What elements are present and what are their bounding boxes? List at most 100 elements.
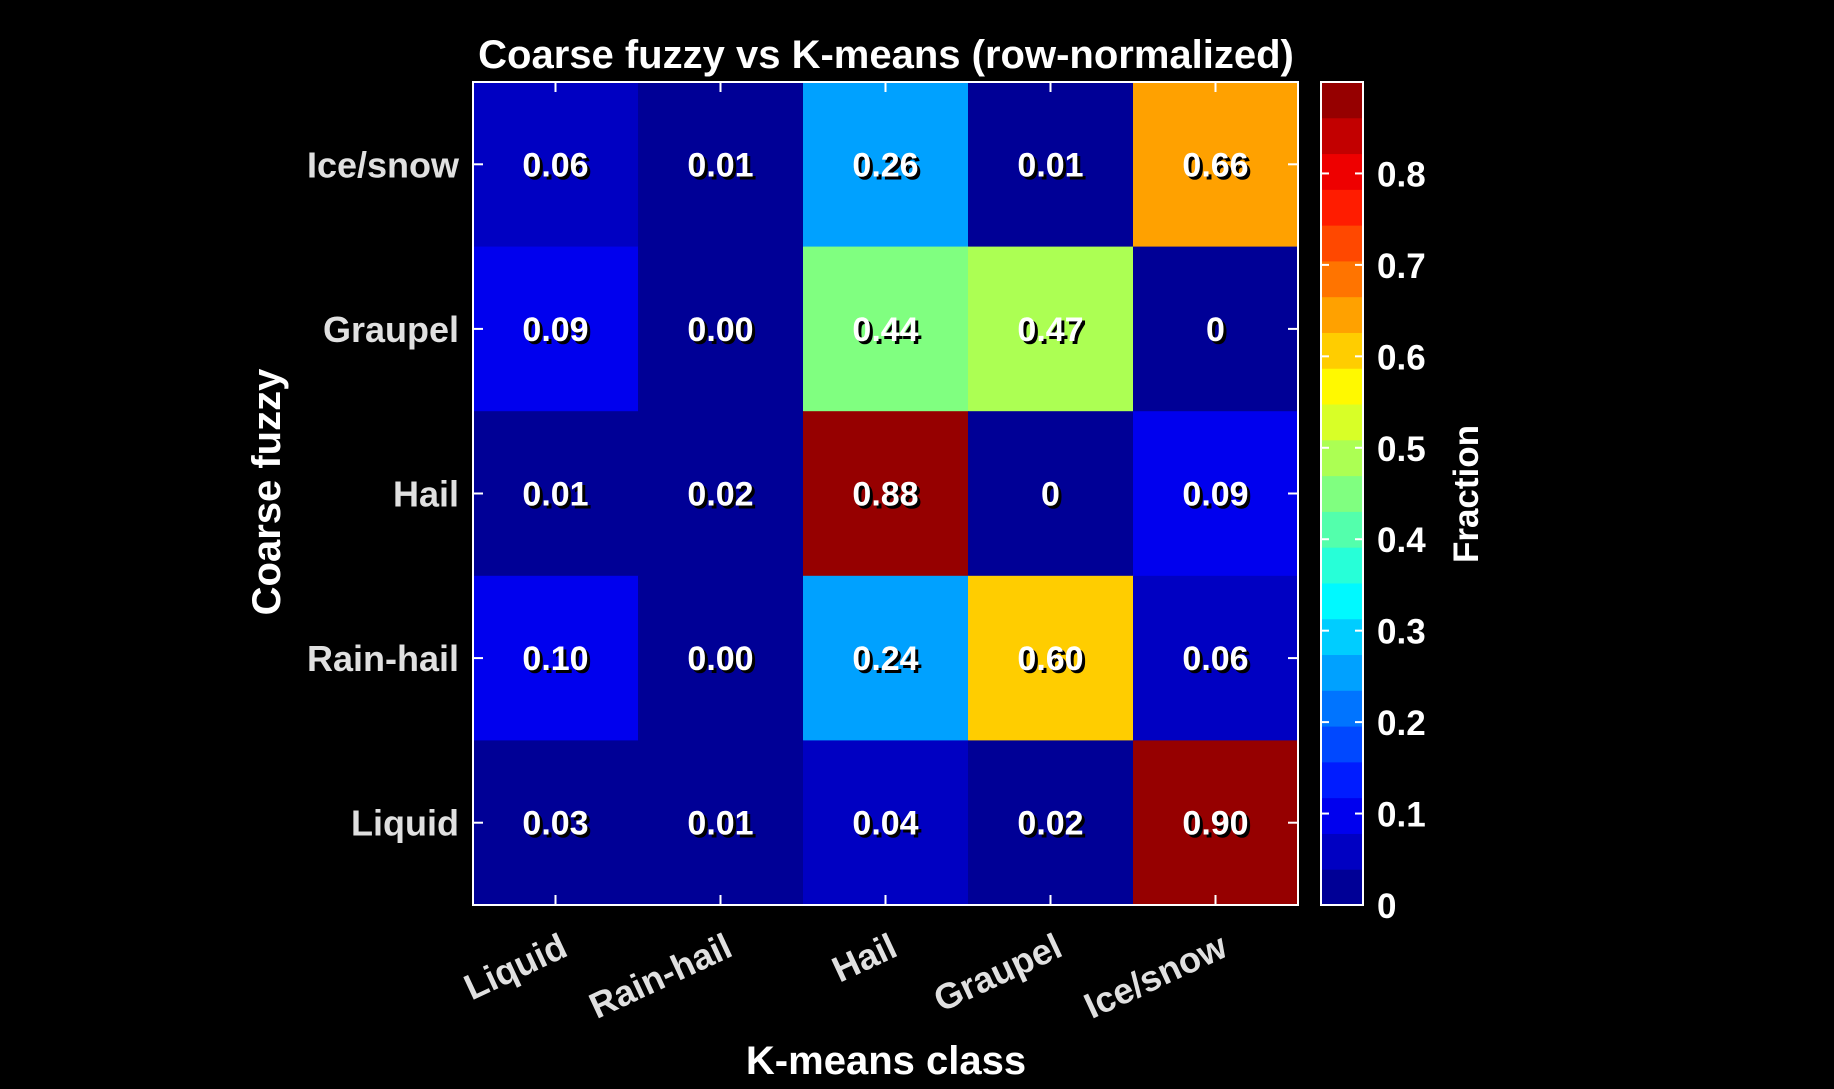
colorbar-tick-label: 0 <box>1377 887 1396 926</box>
cell-value-shadow: 0 <box>1209 314 1228 352</box>
cell-value-label: 0.06 <box>1182 640 1248 678</box>
heatmap-cell <box>803 82 969 248</box>
heatmap-cell <box>803 740 969 906</box>
cell-value-shadow: 0.01 <box>525 479 591 517</box>
x-tick-labels: Liquid Rain-hail Hail Graupel Ice/snow <box>458 925 1234 1027</box>
x-tick-label: Hail <box>826 925 903 990</box>
cell-value-label: 0 <box>1206 311 1225 349</box>
cell-value-shadow: 0.47 <box>1020 314 1086 352</box>
colorbar-label: Fraction <box>1447 425 1486 563</box>
cell-value-label: 0.24 <box>852 640 918 678</box>
heatmap-cell <box>803 575 969 741</box>
cell-value-shadow: 0.09 <box>1185 479 1251 517</box>
y-tick-label: Hail <box>393 474 459 515</box>
cell-value-label: 0.01 <box>522 476 588 514</box>
cell-value-shadow: 0.04 <box>855 808 921 846</box>
x-tick-label: Graupel <box>927 925 1068 1020</box>
colorbar-segment <box>1321 618 1363 656</box>
x-tick-label: Liquid <box>458 925 573 1008</box>
heatmap-cell <box>473 575 639 741</box>
cell-value-label: 0.01 <box>1017 146 1083 184</box>
heatmap-cell <box>638 82 804 248</box>
colorbar-segment <box>1321 547 1363 584</box>
heatmap-cell <box>968 246 1134 412</box>
cell-value-shadow: 0.60 <box>1020 643 1086 681</box>
heatmap-cell <box>638 246 804 412</box>
cell-value-label: 0.04 <box>852 805 918 843</box>
colorbar-segment <box>1321 189 1363 226</box>
colorbar-segment <box>1321 761 1363 799</box>
cell-value-label: 0.00 <box>687 311 753 349</box>
y-axis-label: Coarse fuzzy <box>245 368 289 615</box>
cell-value-shadow: 0.24 <box>855 643 921 681</box>
x-tick-label: Ice/snow <box>1078 925 1234 1027</box>
colorbar-frame <box>1320 81 1364 906</box>
colorbar-tick-label: 0.1 <box>1377 796 1426 835</box>
heatmap-cell <box>1133 82 1299 248</box>
colorbar-segment <box>1321 726 1363 763</box>
colorbar-tick-label: 0.2 <box>1377 704 1426 743</box>
heatmap-cell <box>1133 411 1299 577</box>
y-tick-label: Liquid <box>351 803 459 844</box>
heatmap-cell <box>473 246 639 412</box>
colorbar-segment <box>1321 225 1363 262</box>
colorbar-tick-label: 0.5 <box>1377 430 1426 469</box>
cell-value-shadow: 0.00 <box>690 314 756 352</box>
colorbar-segment <box>1321 833 1363 870</box>
cell-value-label: 0.90 <box>1182 805 1248 843</box>
y-tick-label: Graupel <box>323 309 459 350</box>
cell-value-label: 0.44 <box>852 311 918 349</box>
colorbar-segment <box>1321 296 1363 333</box>
x-tick-label: Rain-hail <box>583 925 738 1026</box>
cell-value-label: 0.02 <box>687 476 753 514</box>
cell-value-label: 0.47 <box>1017 311 1083 349</box>
y-tick-labels: Ice/snow Graupel Hail Rain-hail Liquid <box>307 144 460 843</box>
heatmap-cell <box>1133 575 1299 741</box>
heatmap-cell <box>473 740 639 906</box>
cell-value-shadow: 0.88 <box>855 479 921 517</box>
cell-value-shadow: 0.26 <box>855 149 921 187</box>
cell-value-label: 0.10 <box>522 640 588 678</box>
cell-value-shadow: 0.44 <box>855 314 921 352</box>
cell-value-label: 0.88 <box>852 476 918 514</box>
cell-value-label: 0.60 <box>1017 640 1083 678</box>
colorbar-segment <box>1321 869 1363 906</box>
colorbar-segment <box>1321 332 1363 369</box>
cell-value-shadow: 0.02 <box>690 479 756 517</box>
cell-value-shadow: 0.90 <box>1185 808 1251 846</box>
cell-value-shadow: 0.01 <box>1020 149 1086 187</box>
cell-value-label: 0.09 <box>1182 476 1248 514</box>
y-tick-label: Ice/snow <box>307 144 460 185</box>
heatmap-cell <box>473 82 639 248</box>
cell-value-shadow: 0.00 <box>690 643 756 681</box>
cell-value-shadow: 0.01 <box>690 149 756 187</box>
cell-value-shadow: 0.09 <box>525 314 591 352</box>
heatmap-cell <box>638 411 804 577</box>
colorbar-segment <box>1321 690 1363 727</box>
colorbar-ticks: 0 0.1 0.2 0.3 0.4 0.5 0.6 0.7 0.8 <box>1321 155 1426 926</box>
heatmap-cell <box>473 411 639 577</box>
cell-value-shadow: 0.06 <box>1185 643 1251 681</box>
heatmap-cell <box>1133 740 1299 906</box>
colorbar-segment <box>1321 511 1363 548</box>
colorbar-tick-label: 0.7 <box>1377 247 1426 286</box>
heatmap-cell <box>968 411 1134 577</box>
cell-value-label: 0.02 <box>1017 805 1083 843</box>
colorbar-tick-label: 0.3 <box>1377 613 1426 652</box>
colorbar-segment <box>1321 82 1363 119</box>
cell-value-label: 0.66 <box>1182 146 1248 184</box>
colorbar-segment <box>1321 475 1363 512</box>
colorbar-segment <box>1321 582 1363 620</box>
cell-value-shadow: 0.02 <box>1020 808 1086 846</box>
y-tick-label: Rain-hail <box>307 638 459 679</box>
colorbar-tick-label: 0.6 <box>1377 338 1426 377</box>
colorbar-segment <box>1321 153 1363 190</box>
chart-title: Coarse fuzzy vs K-means (row-normalized) <box>478 33 1294 77</box>
heatmap-cell <box>638 575 804 741</box>
heatmap-cell <box>968 82 1134 248</box>
heatmap-cell <box>803 411 969 577</box>
axis-ticks <box>473 82 1298 905</box>
colorbar-tick-label: 0.4 <box>1377 521 1426 560</box>
